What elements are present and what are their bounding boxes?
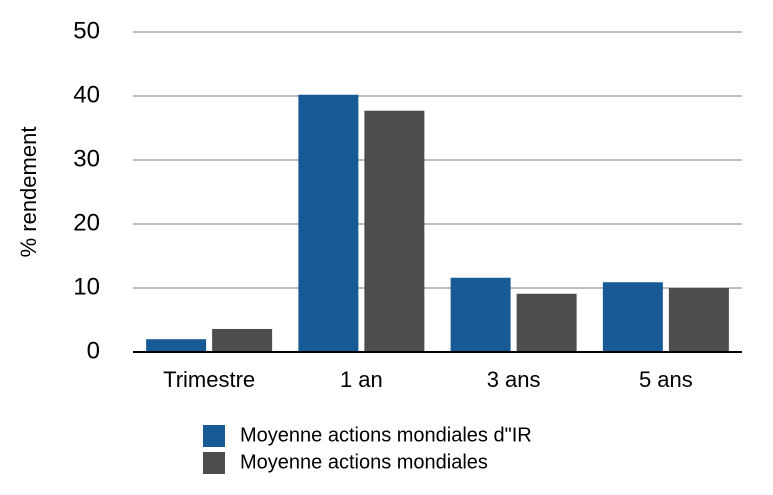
y-tick-label: 20: [73, 209, 100, 236]
x-tick-label: 5 ans: [639, 367, 693, 392]
x-tick-label: 3 ans: [487, 367, 541, 392]
bar: [668, 288, 729, 352]
bar: [450, 277, 511, 352]
bar: [146, 339, 207, 352]
y-tick-label: 50: [73, 17, 100, 44]
x-tick-label: 1 an: [340, 367, 383, 392]
bar: [516, 293, 577, 352]
y-tick-label: 10: [73, 273, 100, 300]
bar: [212, 328, 273, 352]
legend-swatch: [203, 452, 225, 474]
y-axis-label: % rendement: [16, 127, 41, 258]
legend-swatch: [203, 425, 225, 447]
y-tick-label: 0: [87, 337, 100, 364]
y-tick-label: 30: [73, 145, 100, 172]
legend-label: Moyenne actions mondiales: [240, 451, 488, 473]
legend-label: Moyenne actions mondiales d"IR: [240, 424, 532, 446]
bar: [364, 110, 425, 352]
y-tick-label: 40: [73, 81, 100, 108]
bar: [298, 94, 359, 352]
x-tick-label: Trimestre: [163, 367, 255, 392]
bar: [602, 282, 663, 352]
